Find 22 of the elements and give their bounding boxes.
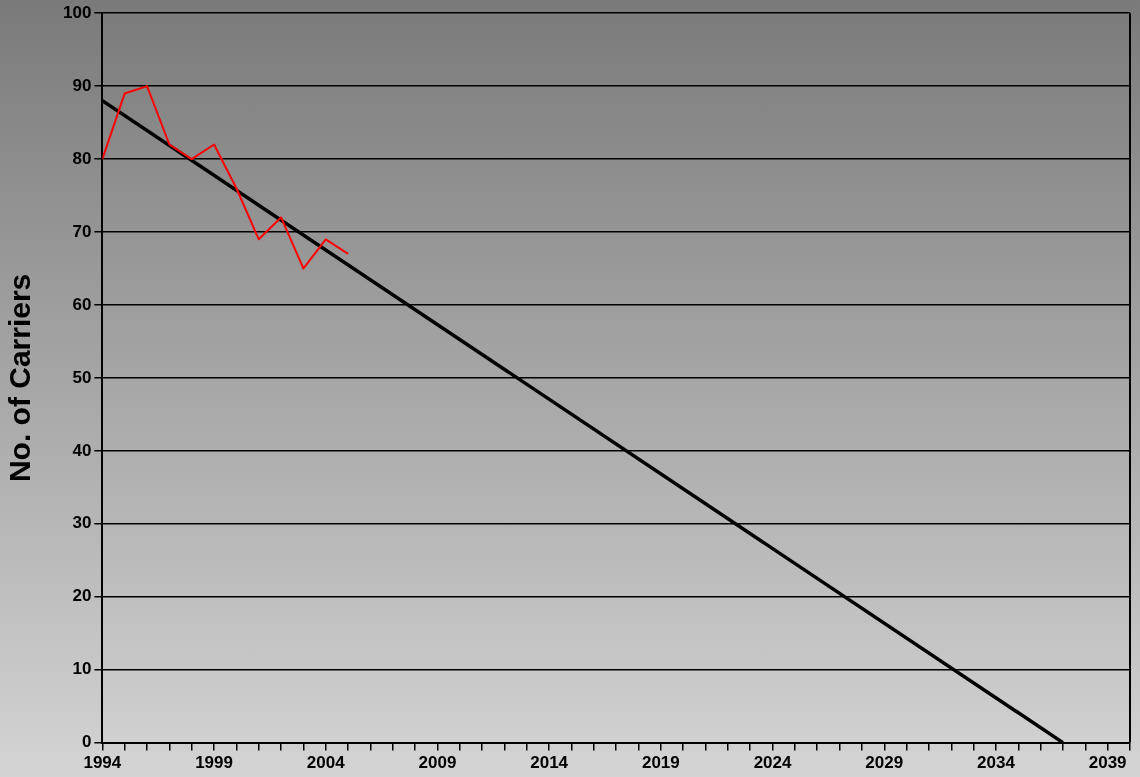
x-tick-label: 2029 — [865, 753, 904, 773]
y-tick-label: 70 — [72, 221, 92, 241]
x-tick-label: 2034 — [977, 753, 1016, 773]
y-tick-label: 90 — [72, 75, 92, 95]
x-tick-label: 2019 — [641, 753, 680, 773]
y-tick-label: 60 — [72, 294, 92, 314]
y-tick-label: 20 — [72, 586, 92, 606]
y-tick-label: 30 — [72, 513, 92, 533]
x-tick-label: 2014 — [530, 753, 569, 773]
y-tick-label: 40 — [72, 440, 92, 460]
y-tick-label: 10 — [72, 659, 92, 679]
y-tick-label: 80 — [72, 148, 92, 168]
y-tick-label: 50 — [72, 367, 92, 387]
x-tick-label: 2009 — [418, 753, 457, 773]
x-tick-label: 1994 — [83, 753, 122, 773]
y-axis-title: No. of Carriers — [3, 273, 37, 483]
x-tick-label: 1999 — [195, 753, 233, 773]
x-tick-label: 2004 — [306, 753, 346, 773]
y-tick-label: 100 — [62, 2, 92, 22]
y-tick-label: 0 — [81, 732, 92, 752]
x-tick-label: 2024 — [753, 753, 793, 773]
x-tick-label: 2039 — [1088, 753, 1127, 773]
